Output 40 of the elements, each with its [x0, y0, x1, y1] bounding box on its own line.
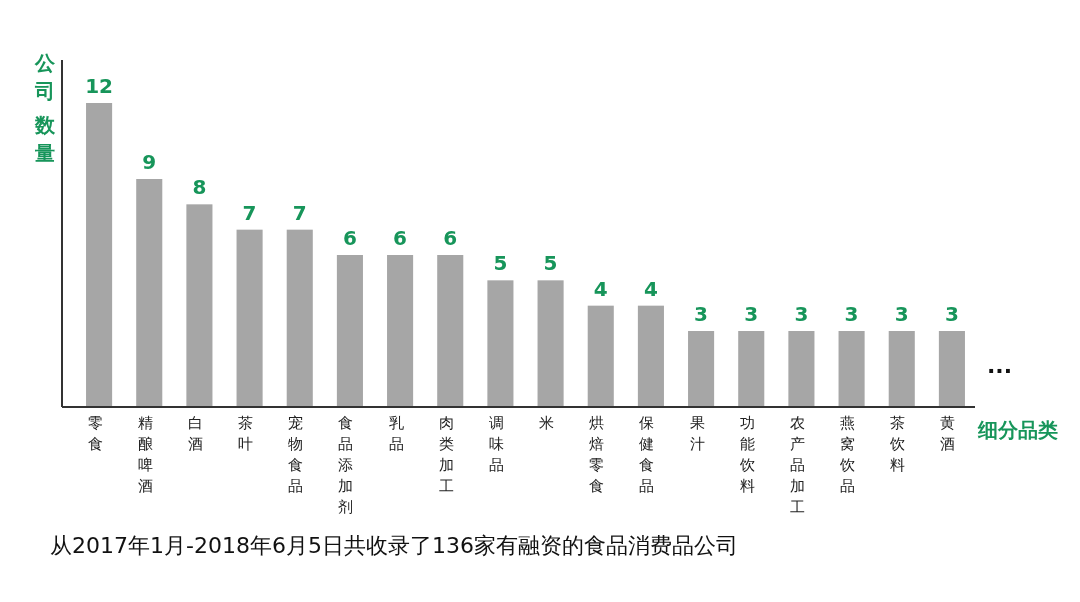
- x-tick-label: 食品添加剂: [338, 414, 354, 516]
- x-tick-label: 零食: [87, 414, 103, 453]
- x-tick-label: 茶叶: [238, 414, 254, 453]
- x-axis-title: 细分品类: [977, 418, 1058, 442]
- x-tick-label: 宠物食品: [288, 414, 304, 495]
- data-label: 4: [593, 276, 608, 301]
- x-tick-label: 肉类加工: [438, 414, 454, 495]
- data-label: 6: [443, 226, 458, 250]
- data-label: 7: [292, 200, 307, 225]
- y-axis-title: 公司数量: [34, 51, 56, 165]
- x-tick-label: 乳品: [388, 414, 404, 453]
- x-tick-label: 精酿啤酒: [137, 414, 153, 495]
- data-label: 3: [894, 302, 909, 326]
- x-tick-label: 果汁: [689, 414, 705, 453]
- text: 从2017年1月-2018年6月5日共收录了136家有融资的食品消费品公司: [50, 533, 738, 558]
- data-label: 5: [493, 251, 508, 276]
- data-label: 12: [85, 74, 114, 98]
- x-tick-label: 黄酒: [940, 414, 956, 453]
- data-label: 8: [192, 175, 207, 200]
- data-label: 3: [694, 302, 709, 326]
- data-label: 3: [794, 302, 809, 326]
- x-tick-label: 农产品加工: [789, 414, 805, 516]
- x-tick-label: 燕窝饮品: [839, 414, 856, 495]
- text: ...: [987, 353, 1013, 378]
- data-label: 4: [643, 276, 658, 301]
- x-tick-label: 米: [539, 414, 555, 432]
- data-label: 6: [342, 226, 357, 250]
- data-label: 9: [142, 150, 157, 174]
- data-label: 5: [543, 251, 558, 276]
- data-label: 3: [744, 302, 759, 326]
- data-label: 6: [393, 226, 408, 250]
- x-tick-label: 烘焙零食: [589, 414, 605, 495]
- x-tick-label: 白酒: [187, 414, 203, 453]
- x-tick-label: 保健食品: [639, 414, 655, 495]
- data-label: 3: [944, 302, 959, 326]
- x-tick-label: 茶饮料: [889, 414, 906, 474]
- data-label: 3: [844, 302, 859, 326]
- data-label: 7: [242, 200, 257, 225]
- x-tick-label: 调味品: [488, 414, 504, 474]
- x-tick-label: 功能饮料: [738, 414, 755, 495]
